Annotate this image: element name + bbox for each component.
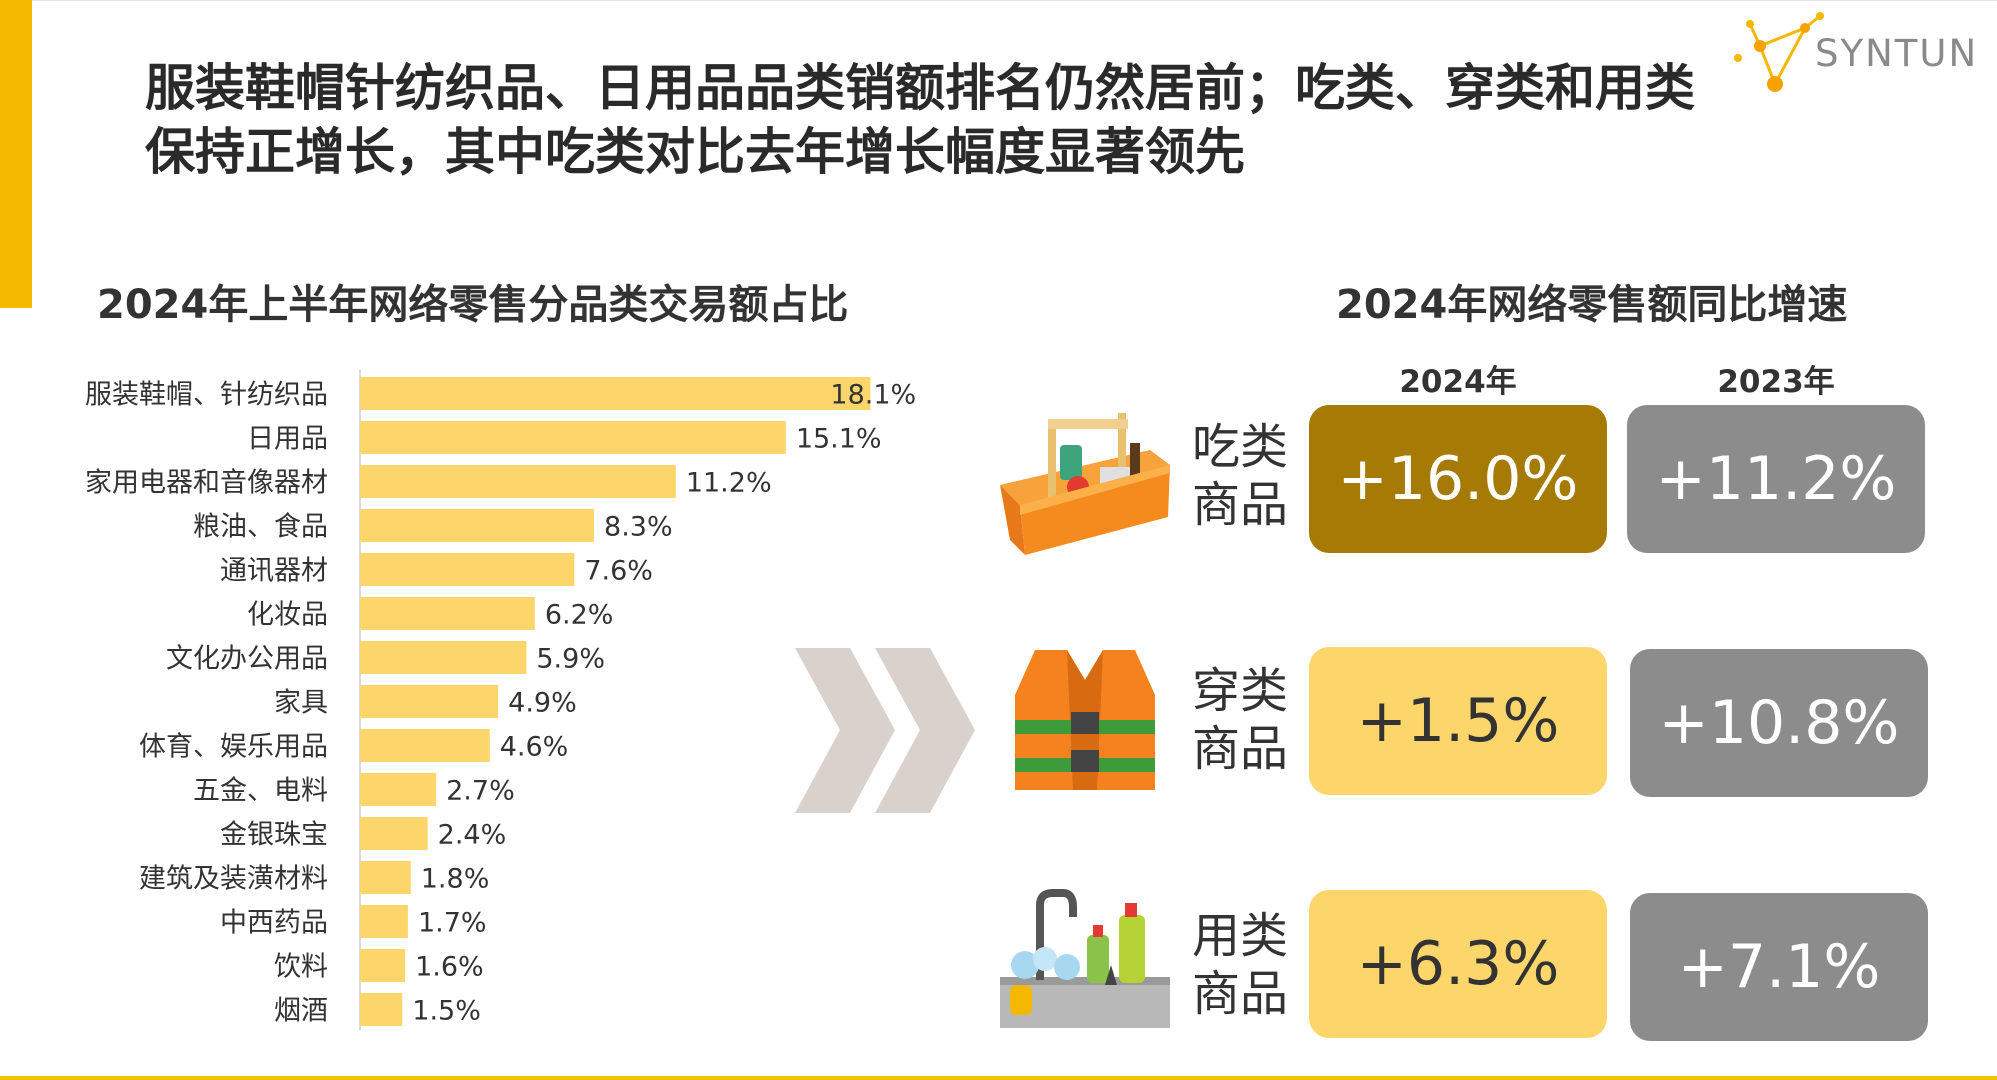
accent-bar: [0, 0, 32, 308]
badge-daily-2023: +7.1%: [1630, 893, 1928, 1041]
bar: [360, 773, 437, 806]
value-label: 4.6%: [500, 732, 569, 763]
category-label: 文化办公用品: [166, 644, 328, 675]
bar: [360, 641, 527, 674]
value-label: 1.7%: [418, 908, 487, 939]
value-label: 15.1%: [796, 424, 882, 455]
syntun-logo-icon: [1734, 12, 1824, 92]
bar: [360, 949, 406, 982]
double-chevron-icon: [795, 648, 975, 813]
category-label: 建筑及装潢材料: [139, 864, 328, 895]
category-share-bar-chart: 服装鞋帽、针纺织品 18.1% 日用品 15.1% 家用电器和音像器材 11.2% 粮油、食…: [85, 370, 916, 1030]
bar: [360, 817, 428, 850]
column-header-2023: 2023年: [1717, 364, 1835, 400]
value-label: 1.5%: [412, 996, 481, 1027]
vest-icon: [1015, 650, 1155, 790]
bar: [360, 377, 871, 410]
value-label: 5.9%: [536, 644, 605, 675]
badge-clothing-2023: +10.8%: [1630, 649, 1928, 797]
category-label: 服装鞋帽、针纺织品: [85, 380, 328, 411]
left-chart-title: 2024年上半年网络零售分品类交易额占比: [97, 282, 849, 328]
value-label: 1.6%: [415, 952, 484, 983]
category-label: 烟酒: [274, 996, 328, 1027]
badge-daily-2024: +6.3%: [1309, 890, 1607, 1038]
category-label: 粮油、食品: [193, 512, 328, 543]
category-label: 日用品: [247, 424, 328, 455]
value-label: 4.9%: [508, 688, 577, 719]
column-header-2024: 2024年: [1399, 364, 1517, 400]
badge-food-2023: +11.2%: [1627, 405, 1925, 553]
badge-clothing-2024: +1.5%: [1309, 647, 1607, 795]
bar: [360, 597, 535, 630]
bar: [360, 685, 499, 718]
category-label: 化妆品: [247, 600, 328, 631]
bar: [360, 509, 595, 542]
logo-text: SYNTUN: [1815, 32, 1979, 75]
food-basket-icon: [1000, 413, 1170, 555]
top-divider: [32, 0, 1997, 1]
category-label: 中西药品: [220, 908, 328, 939]
value-label: 2.4%: [438, 820, 507, 851]
value-label: 6.2%: [545, 600, 614, 631]
value-label: 18.1%: [830, 380, 916, 411]
value-label: 11.2%: [686, 468, 772, 499]
badge-food-2024: +16.0%: [1309, 405, 1607, 553]
bar: [360, 905, 408, 938]
bar: [360, 465, 676, 498]
category-label: 通讯器材: [220, 556, 328, 587]
bottom-divider: [0, 1076, 1997, 1080]
sink-cleaning-icon: [1000, 889, 1170, 1028]
bar: [360, 421, 786, 454]
category-label: 五金、电料: [193, 776, 328, 807]
value-label: 7.6%: [584, 556, 653, 587]
category-label: 饮料: [274, 952, 328, 983]
category-label: 家具: [274, 688, 328, 719]
value-label: 2.7%: [446, 776, 515, 807]
bar: [360, 553, 575, 586]
category-label: 体育、娱乐用品: [139, 732, 328, 763]
value-label: 1.8%: [421, 864, 490, 895]
row-label-clothing: 穿类 商品: [1192, 663, 1289, 777]
bar: [360, 861, 411, 894]
right-panel-title: 2024年网络零售额同比增速: [1336, 282, 1848, 328]
row-label-daily: 用类 商品: [1192, 908, 1289, 1022]
page-headline: 服装鞋帽针纺织品、日用品品类销额排名仍然居前；吃类、穿类和用类保持正增长，其中吃…: [145, 59, 1695, 181]
category-label: 家用电器和音像器材: [85, 468, 328, 499]
category-label: 金银珠宝: [220, 820, 328, 851]
bar: [360, 993, 403, 1026]
row-label-food: 吃类 商品: [1192, 419, 1289, 533]
bar: [360, 729, 490, 762]
value-label: 8.3%: [604, 512, 673, 543]
